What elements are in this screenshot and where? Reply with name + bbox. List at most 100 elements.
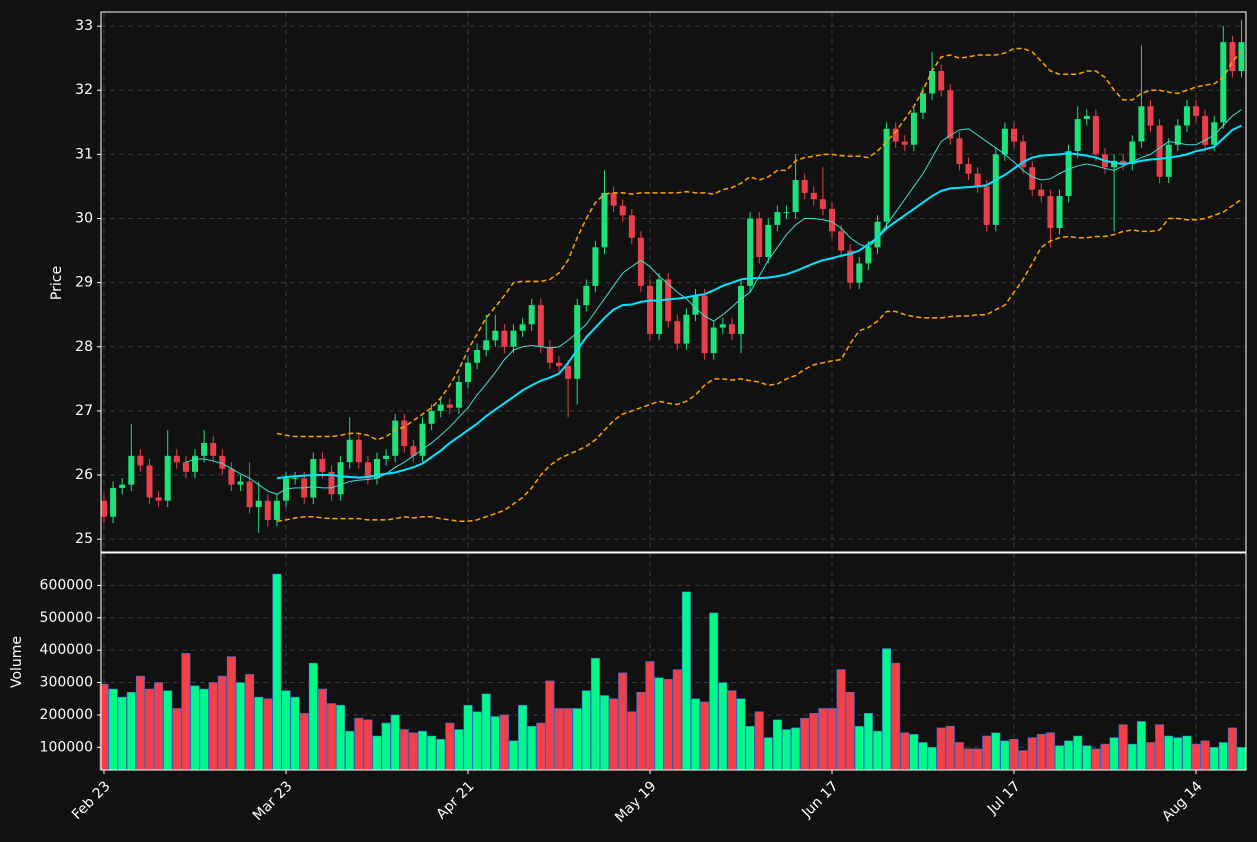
candle-body: [1011, 128, 1017, 142]
volume-bar: [1082, 745, 1092, 771]
volume-bar: [199, 688, 209, 771]
candle-body: [374, 459, 380, 479]
candle-body: [856, 263, 863, 283]
candle-body: [656, 279, 663, 334]
volume-bar: [263, 698, 273, 771]
volume-bar: [836, 669, 846, 771]
volume-bar: [863, 713, 873, 771]
volume-bar: [427, 735, 437, 771]
price-tick-label: 27: [75, 403, 93, 419]
volume-bar: [991, 732, 1001, 771]
candle-body: [610, 192, 617, 206]
volume-bar: [1018, 750, 1028, 771]
volume-bar: [809, 713, 819, 771]
volume-bar: [408, 732, 418, 771]
candle-body: [355, 439, 362, 463]
volume-bar: [1155, 724, 1165, 771]
volume-bar: [900, 732, 910, 771]
candle-body: [219, 455, 226, 469]
volume-bar: [126, 691, 136, 771]
volume-bar: [326, 703, 336, 771]
candle-body: [792, 180, 799, 213]
candle-body: [110, 487, 117, 517]
candle-body: [838, 231, 845, 251]
candle-body: [455, 382, 462, 408]
volume-bar: [891, 662, 901, 771]
volume-bar: [490, 716, 500, 771]
volume-bar: [672, 669, 682, 771]
volume-bar: [1136, 721, 1146, 771]
volume-bar: [918, 742, 928, 771]
candle-body: [465, 362, 471, 383]
candle-body: [765, 224, 772, 257]
candle-body: [674, 321, 681, 344]
volume-bar: [117, 696, 127, 771]
volume-bar: [472, 711, 482, 771]
volume-bar: [436, 738, 446, 771]
volume-bar: [281, 690, 291, 771]
volume-bar: [1127, 743, 1137, 771]
volume-bar: [163, 690, 173, 771]
candle-body: [938, 71, 945, 91]
volume-tick-label: 100000: [40, 739, 93, 755]
candle-body: [947, 90, 954, 139]
volume-bar: [927, 747, 937, 771]
volume-bar: [599, 695, 609, 771]
candle-body: [920, 93, 926, 113]
candle-body: [592, 247, 599, 286]
candle-body: [492, 330, 499, 341]
volume-bar: [345, 730, 355, 771]
candle-body: [1229, 42, 1236, 72]
candle-body: [410, 446, 417, 456]
candle-body: [683, 314, 690, 344]
candle-body: [446, 404, 453, 408]
volume-bar: [1191, 743, 1201, 771]
candle-body: [173, 455, 180, 463]
indicator-line: [276, 124, 1242, 480]
price-axis-label: Price: [49, 266, 65, 300]
volume-bar: [1000, 740, 1010, 771]
candle-body: [519, 324, 526, 331]
volume-bar: [190, 685, 200, 771]
volume-bar: [882, 648, 892, 771]
candle-body: [1047, 196, 1054, 229]
price-tick-label: 31: [75, 146, 93, 162]
volume-bar: [226, 656, 236, 771]
candle-body: [556, 362, 562, 367]
candle-body: [1020, 141, 1027, 168]
candle-body: [1129, 141, 1136, 164]
volume-bar: [363, 719, 373, 771]
volume-bar: [1045, 732, 1055, 771]
candle-body: [965, 163, 972, 174]
candle-body: [346, 439, 353, 463]
candle-body: [292, 478, 299, 480]
volume-bar: [645, 661, 655, 771]
candle-body: [1202, 115, 1209, 145]
volume-bar: [827, 708, 837, 771]
volume-bar: [417, 730, 427, 771]
volume-bar: [690, 698, 700, 771]
volume-bar: [527, 725, 537, 771]
candle-body: [628, 215, 635, 238]
volume-tick-label: 300000: [40, 675, 93, 691]
candle-body: [546, 346, 553, 363]
candle-body: [1193, 106, 1199, 116]
candle-body: [1220, 42, 1227, 123]
candle-body: [738, 285, 744, 334]
candle-body: [1065, 151, 1072, 197]
volume-bar: [172, 708, 182, 771]
volume-bar: [554, 708, 564, 771]
volume-bar: [791, 727, 801, 771]
volume-bar: [1182, 735, 1192, 771]
candle-body: [474, 349, 481, 363]
candle-body: [401, 420, 408, 447]
volume-bar: [654, 677, 664, 771]
volume-bar: [772, 719, 782, 771]
volume-bar: [181, 653, 191, 771]
candle-body: [1211, 122, 1218, 145]
candle-body: [310, 459, 317, 498]
indicator-line: [276, 198, 1242, 522]
volume-bar: [1064, 740, 1074, 771]
volume-bar: [627, 711, 637, 771]
candle-body: [1238, 42, 1245, 72]
